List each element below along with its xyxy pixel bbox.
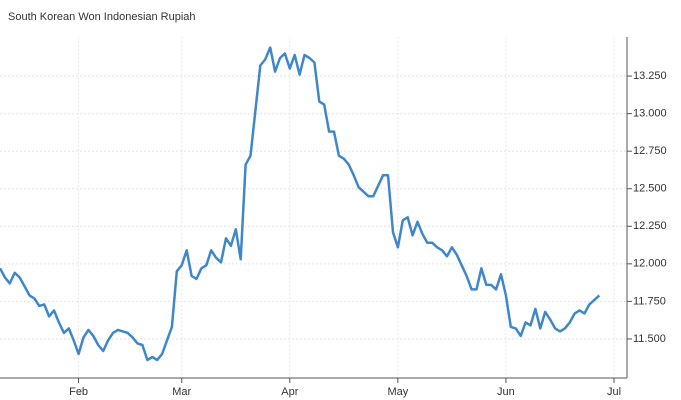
x-tick-label: Jul [607, 386, 621, 398]
y-tick-label: 13.250 [633, 70, 667, 82]
x-tick-label: Apr [281, 386, 298, 398]
y-tick-label: 11.750 [633, 295, 666, 307]
y-tick-label: 12.250 [633, 220, 667, 232]
y-tick-label: 13.000 [633, 108, 667, 120]
x-tick-label: Feb [69, 386, 88, 398]
y-tick-label: 11.500 [633, 333, 666, 345]
line [0, 46, 601, 362]
x-tick-label: Jun [497, 386, 515, 398]
x-tick-label: Mar [172, 386, 191, 398]
chart-title: South Korean Won Indonesian Rupiah [8, 11, 196, 23]
y-tick-label: 12.500 [633, 183, 667, 195]
y-tick-label: 12.000 [633, 258, 667, 270]
x-tick-label: May [387, 386, 408, 398]
y-tick-label: 12.750 [633, 145, 667, 157]
